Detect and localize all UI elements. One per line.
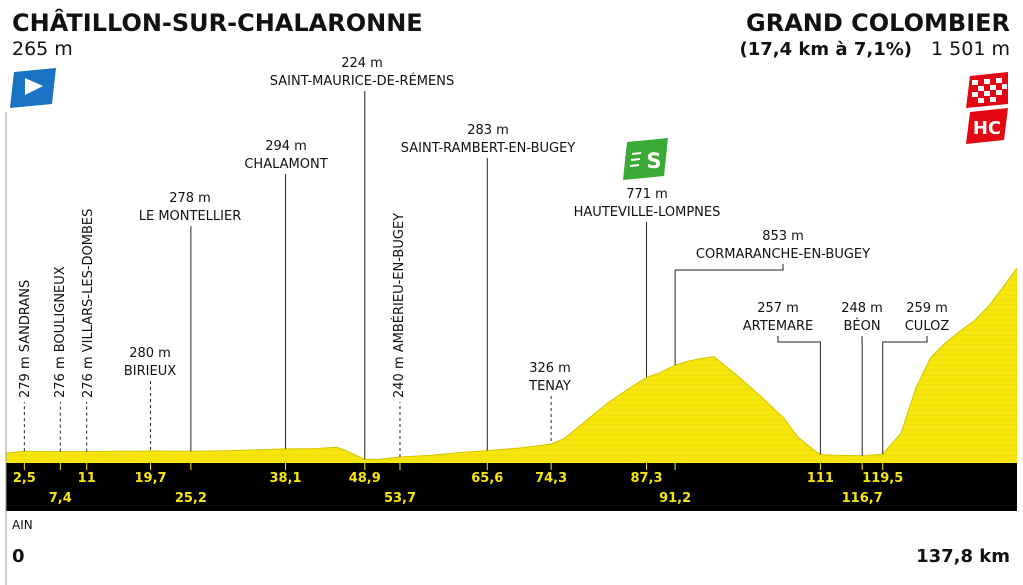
waypoint-altitude: 853 m (762, 229, 804, 244)
distance-label: 48,9 (349, 471, 381, 486)
distance-label: 116,7 (842, 491, 883, 506)
distance-labels: 2,5 7,4 11 19,7 25,2 38,1 48,953,7 65,6 74,3 87,3… (13, 463, 903, 506)
distance-label: 91,2 (659, 491, 691, 506)
waypoint-altitude: 259 m (906, 301, 948, 316)
waypoint-label: 279 m SANDRANS (18, 280, 33, 398)
waypoint-altitude: 280 m (129, 346, 171, 361)
hc-category-badge: HC (966, 108, 1008, 144)
start-flag-icon (10, 68, 56, 108)
waypoint-name: SAINT-RAMBERT-EN-BUGEY (401, 141, 576, 156)
finish-altitude: 1 501 m (931, 38, 1010, 60)
finish-flag-icon (966, 72, 1008, 108)
waypoint-name: CORMARANCHE-EN-BUGEY (696, 247, 870, 262)
distance-label: 7,4 (49, 491, 72, 506)
waypoint-altitude: 224 m (341, 56, 383, 71)
distance-band (6, 463, 1017, 511)
waypoint-label: 276 m VILLARS-LES-DOMBES (81, 209, 96, 398)
region-label: AIN (12, 518, 33, 532)
waypoint-altitude: 283 m (467, 123, 509, 138)
hc-category-label: HC (973, 118, 1001, 139)
start-altitude: 265 m (12, 38, 73, 60)
waypoint-labels: 279 m SANDRANS 276 m BOULIGNEUX 276 m VILL… (18, 56, 949, 398)
waypoint-altitude: 771 m (626, 187, 668, 202)
waypoint-leader-lines (23, 91, 928, 460)
waypoint-name: ARTEMARE (743, 319, 814, 334)
distance-label: 65,6 (471, 471, 503, 486)
waypoint-name: CULOZ (905, 319, 950, 334)
waypoint-name: BIRIEUX (124, 364, 176, 379)
start-town-title: CHÂTILLON-SUR-CHALARONNE (12, 8, 423, 37)
waypoint-leader (882, 336, 928, 455)
end-distance: 137,8 km (916, 546, 1010, 567)
distance-label: 87,3 (630, 471, 662, 486)
waypoint-leader (777, 336, 821, 455)
sprint-icon: S (623, 138, 668, 180)
waypoint-label: 276 m BOULIGNEUX (53, 266, 68, 398)
elevation-profile-outline (5, 267, 1018, 460)
waypoint-altitude: 294 m (265, 139, 307, 154)
finish-town-title: GRAND COLOMBIER (746, 9, 1010, 37)
profile-contour-lines (6, 269, 1017, 461)
distance-label: 19,7 (134, 471, 166, 486)
waypoint-label: 240 m AMBÉRIEU-EN-BUGEY (391, 213, 407, 398)
sprint-letter: S (646, 149, 661, 173)
waypoint-leader (674, 264, 784, 366)
waypoint-name: CHALAMONT (244, 157, 327, 172)
waypoint-altitude: 278 m (169, 191, 211, 206)
waypoint-altitude: 326 m (529, 361, 571, 376)
start-distance: 0 (12, 546, 25, 567)
distance-label: 111 (807, 471, 834, 486)
distance-label: 53,7 (384, 491, 416, 506)
waypoint-name: SAINT-MAURICE-DE-RÉMENS (270, 73, 454, 89)
elevation-profile-area (6, 268, 1017, 463)
waypoint-name: TENAY (528, 379, 571, 394)
distance-label: 119,5 (862, 471, 903, 486)
distance-label: 2,5 (13, 471, 36, 486)
waypoint-name: HAUTEVILLE-LOMPNES (574, 205, 721, 220)
waypoint-altitude: 257 m (757, 301, 799, 316)
distance-label: 38,1 (269, 471, 301, 486)
finish-climb-info: (17,4 km à 7,1%) (740, 39, 912, 60)
waypoint-name: LE MONTELLIER (139, 209, 241, 224)
finish-subtitle: (17,4 km à 7,1%) 1 501 m (740, 38, 1010, 60)
waypoint-name: BÉON (843, 318, 880, 334)
distance-label: 25,2 (175, 491, 207, 506)
waypoint-altitude: 248 m (841, 301, 883, 316)
distance-label: 74,3 (535, 471, 567, 486)
distance-label: 11 (78, 471, 96, 486)
